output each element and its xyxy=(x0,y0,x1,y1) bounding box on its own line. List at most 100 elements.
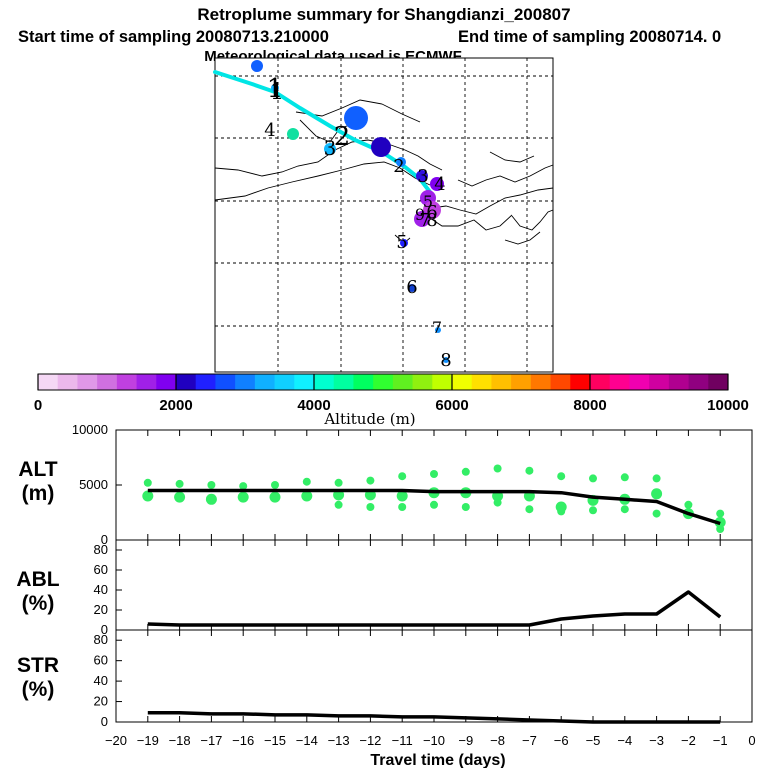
alt-cluster-dot xyxy=(334,500,343,509)
x-tick-label: −12 xyxy=(359,733,381,748)
colorbar-swatch xyxy=(353,374,374,390)
abl-ytick-label: 60 xyxy=(94,562,108,577)
alt-cluster-dot xyxy=(589,506,597,515)
colorbar-swatch xyxy=(432,374,453,390)
x-tick-label: −19 xyxy=(137,733,159,748)
alt-cluster-dot xyxy=(237,491,249,503)
cluster-dot xyxy=(371,137,391,157)
str-ytick-label: 80 xyxy=(94,632,108,647)
colorbar-swatch xyxy=(688,374,709,390)
alt-cluster-dot xyxy=(620,505,629,514)
colorbar-swatch xyxy=(412,374,433,390)
alt-cluster-dot xyxy=(366,503,375,511)
str-panel-frame xyxy=(115,629,753,723)
alt-cluster-dot xyxy=(301,490,313,502)
x-tick-label: −18 xyxy=(169,733,191,748)
title-start-time: Start time of sampling 20080713.210000 xyxy=(18,28,329,46)
colorbar-tick-label: 0 xyxy=(34,397,42,414)
colorbar-label: Altitude (m) xyxy=(323,410,415,428)
cluster-dot xyxy=(408,284,416,292)
abl-ytick-label: 80 xyxy=(94,542,108,557)
x-tick-label: −15 xyxy=(264,733,286,748)
alt-cluster-dot xyxy=(651,488,663,500)
abl-ytick-label: 20 xyxy=(94,602,108,617)
x-tick-label: −16 xyxy=(232,733,254,748)
x-tick-label: −10 xyxy=(423,733,445,748)
colorbar-swatch xyxy=(116,374,137,390)
colorbar-tick-label: 8000 xyxy=(573,397,606,414)
day-label: 4 xyxy=(434,174,445,195)
day-label: 1 xyxy=(270,80,284,105)
day-label: 2 xyxy=(334,122,351,152)
title-line1: Retroplume summary for Shangdianzi_20080… xyxy=(197,5,570,24)
alt-cluster-dot xyxy=(398,503,407,511)
alt-cluster-dot xyxy=(716,525,725,533)
colorbar-tick-label: 6000 xyxy=(435,397,468,414)
x-tick-label: −6 xyxy=(554,733,569,748)
colorbar-swatch xyxy=(708,374,729,390)
cluster-dot xyxy=(396,157,406,167)
alt-cluster-dot xyxy=(366,476,375,485)
colorbar-swatch xyxy=(333,374,354,390)
day-label: 3 xyxy=(417,166,428,187)
title-end-time: End time of sampling 20080714. 0 xyxy=(458,28,721,46)
alt-cluster-dot xyxy=(334,478,343,487)
abl-panel-unit: (%) xyxy=(22,592,55,615)
colorbar-swatch xyxy=(392,374,413,390)
colorbar-swatch xyxy=(294,374,315,390)
abl-ytick-label: 0 xyxy=(101,622,108,637)
alt-cluster-dot xyxy=(525,505,534,514)
alt-cluster-dot xyxy=(493,464,502,473)
str-ytick-label: 40 xyxy=(94,673,108,688)
x-tick-label: −13 xyxy=(328,733,350,748)
alt-series-line xyxy=(147,488,721,526)
alt-cluster-dot xyxy=(493,498,502,507)
day-label: 7 xyxy=(419,210,430,231)
alt-panel-label: ALT xyxy=(18,458,57,481)
colorbar-swatch xyxy=(136,374,157,390)
alt-panel-unit: (m) xyxy=(22,482,55,505)
x-axis-title: Travel time (days) xyxy=(370,752,505,768)
alt-cluster-dot xyxy=(205,493,217,505)
str-ytick-label: 0 xyxy=(101,714,108,729)
alt-cluster-dot xyxy=(143,478,152,487)
colorbar-swatch xyxy=(609,374,630,390)
colorbar-swatch xyxy=(530,374,551,390)
colorbar-swatch xyxy=(77,374,98,390)
x-tick-label: −1 xyxy=(713,733,728,748)
colorbar-tick-label: 10000 xyxy=(707,397,749,414)
str-ytick-label: 60 xyxy=(94,653,108,668)
alt-cluster-dot xyxy=(461,503,470,511)
colorbar-tick-label: 4000 xyxy=(297,397,330,414)
colorbar-swatch xyxy=(629,374,650,390)
altitude-colorbar: 0 2000 4000 6000 8000 10000 xyxy=(34,373,749,414)
alt-cluster-dot xyxy=(175,479,184,488)
alt-cluster-dot xyxy=(589,474,597,483)
alt-cluster-dot xyxy=(652,474,661,483)
colorbar-swatch xyxy=(491,374,512,390)
colorbar-swatch xyxy=(215,374,236,390)
day-label: 6 xyxy=(426,202,437,223)
x-tick-label: −5 xyxy=(586,733,601,748)
colorbar-swatch xyxy=(668,374,689,390)
cluster-dot xyxy=(416,170,428,182)
alt-ytick-label: 5000 xyxy=(79,477,108,492)
colorbar-swatch xyxy=(57,374,78,390)
alt-cluster-dot xyxy=(557,507,566,516)
str-series-line xyxy=(147,711,721,724)
colorbar-tick-label: 2000 xyxy=(159,397,192,414)
x-tick-label: 0 xyxy=(748,733,755,748)
x-tick-label: −20 xyxy=(105,733,127,748)
x-tick-label: −9 xyxy=(458,733,473,748)
colorbar-swatch xyxy=(176,374,197,390)
alt-cluster-dot xyxy=(302,477,311,486)
map-frame xyxy=(214,57,554,373)
colorbar-swatch xyxy=(649,374,670,390)
alt-ytick-label: 0 xyxy=(101,532,108,547)
x-tick-label: −17 xyxy=(200,733,222,748)
day-label: 1 xyxy=(267,74,284,104)
day-label: 7 xyxy=(432,318,442,337)
